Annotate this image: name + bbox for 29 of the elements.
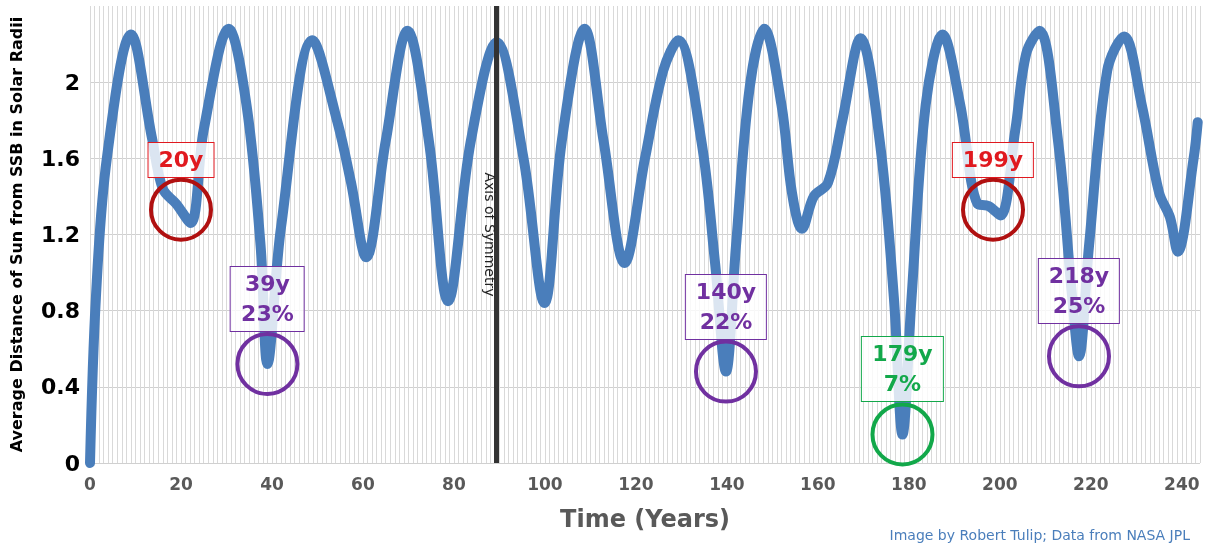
x-tick-label: 180 [891, 473, 927, 494]
annotation: 218y 25% [1037, 258, 1121, 325]
annotation: 199y [951, 141, 1035, 178]
x-axis-title: Time (Years) [560, 505, 730, 533]
annotation: 179y 7% [861, 336, 944, 403]
y-tick-label: 1.2 [41, 222, 80, 247]
text: Image by Robert Tulip; Data from NASA JPL [889, 527, 1190, 543]
x-tick-label: 140 [709, 473, 745, 494]
x-tick-label: 80 [442, 473, 466, 494]
x-tick-label: 200 [982, 473, 1018, 494]
x-tick-label: 120 [618, 473, 654, 494]
x-tick-label: 0 [84, 473, 97, 494]
ref-line-label: Axis of Symmetry [481, 172, 498, 297]
x-tick-label: 220 [1073, 473, 1109, 494]
annotation: 20y [147, 141, 215, 178]
x-tick-label: 160 [800, 473, 836, 494]
x-tick-label: 100 [527, 473, 563, 494]
annotation: 39y 23% [230, 265, 305, 332]
y-tick-label: 2 [64, 69, 80, 95]
x-tick-label: 20 [169, 473, 193, 494]
x-tick-label: 240 [1164, 473, 1200, 494]
y-tick-label: 0.8 [41, 298, 80, 324]
y-tick-label: 0.4 [41, 374, 80, 400]
x-tick-label: 60 [351, 473, 375, 494]
x-tick-label: 40 [260, 473, 284, 494]
y-tick-label: 1.6 [41, 145, 80, 171]
y-tick-label: 0 [64, 450, 80, 476]
y-axis-title: Average Distance of Sun from SSB in Solar Radii [6, 16, 26, 453]
annotation: 140y 22% [684, 273, 768, 340]
